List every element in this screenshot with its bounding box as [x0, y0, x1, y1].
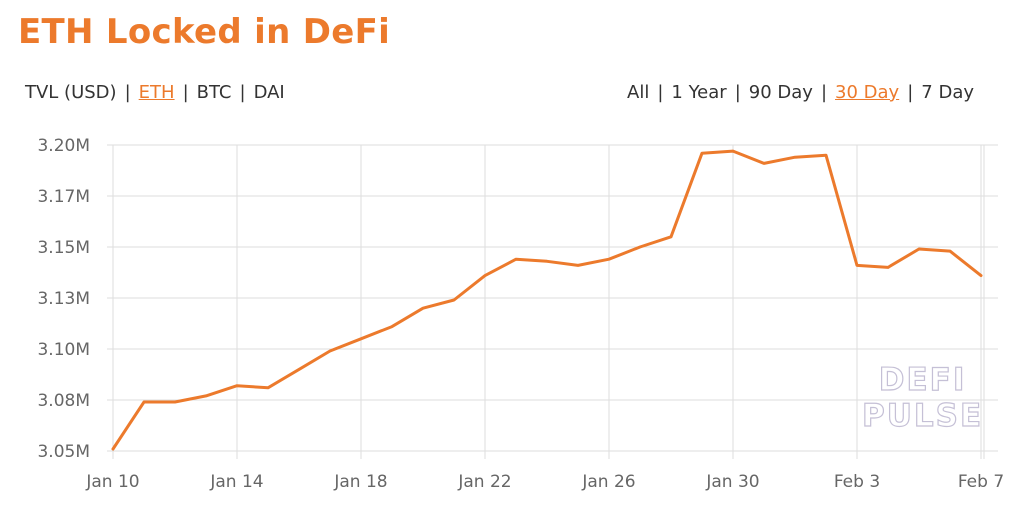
y-axis: 3.05M 3.08M 3.10M 3.13M 3.15M 3.17M 3.20M — [37, 136, 90, 462]
series-lines — [111, 149, 983, 451]
data-point — [421, 307, 425, 310]
y-tick-label: 3.13M — [37, 289, 90, 309]
data-point — [111, 447, 115, 451]
y-tick-label: 3.20M — [37, 136, 90, 156]
range-option-90-day[interactable]: 90 Day — [748, 82, 813, 103]
x-tick-label: Jan 18 — [333, 472, 387, 492]
y-tick-label: 3.17M — [37, 187, 90, 207]
watermark-line-2: PULSE — [861, 397, 984, 434]
data-point — [204, 394, 208, 398]
data-point — [328, 349, 332, 353]
data-point — [297, 368, 301, 371]
separator: | — [820, 82, 828, 103]
separator: | — [657, 82, 664, 103]
unit-option-dai[interactable]: DAI — [253, 82, 285, 103]
y-tick-label: 3.15M — [37, 238, 90, 258]
unit-selector: TVL (USD) | ETH | BTC | DAI — [25, 82, 285, 103]
data-point — [669, 235, 673, 238]
range-option-7-day[interactable]: 7 Day — [921, 82, 974, 103]
x-axis: Jan 10 Jan 14 Jan 18 Jan 22 Jan 26 Jan 30 Feb … — [85, 472, 1004, 492]
data-point — [793, 156, 797, 159]
data-point — [824, 154, 828, 157]
data-point — [948, 249, 952, 253]
defi-pulse-watermark: DEFI PULSE — [861, 361, 984, 434]
separator: | — [124, 82, 131, 103]
unit-option-btc[interactable]: BTC — [196, 82, 232, 103]
y-tick-label: 3.10M — [37, 340, 90, 360]
data-point — [545, 260, 549, 263]
data-point — [390, 325, 394, 328]
data-point — [700, 151, 704, 155]
data-point — [979, 274, 983, 277]
data-point — [638, 245, 642, 249]
y-tick-label: 3.08M — [37, 391, 90, 411]
data-point — [359, 337, 363, 340]
data-point — [607, 258, 611, 261]
chart-grid — [107, 144, 998, 459]
x-tick-label: Jan 10 — [85, 472, 139, 492]
separator: | — [907, 82, 914, 103]
x-tick-label: Jan 26 — [581, 472, 635, 492]
separator: | — [239, 82, 246, 103]
data-point — [762, 162, 766, 165]
data-point — [142, 400, 146, 404]
data-point — [886, 266, 890, 269]
range-option-30-day[interactable]: 30 Day — [835, 82, 900, 103]
data-point — [235, 384, 239, 387]
data-point — [855, 264, 859, 267]
y-tick-label: 3.05M — [37, 442, 90, 462]
range-selector: All | 1 Year | 90 Day | 30 Day | 7 Day — [627, 82, 974, 103]
x-tick-label: Feb 3 — [834, 472, 880, 492]
watermark-line-1: DEFI — [878, 361, 967, 398]
data-point — [917, 247, 921, 251]
data-point — [576, 264, 580, 267]
range-option-1-year[interactable]: 1 Year — [671, 82, 727, 103]
unit-option-tvl-usd[interactable]: TVL (USD) — [25, 82, 117, 103]
x-tick-label: Jan 30 — [705, 472, 759, 492]
separator: | — [734, 82, 741, 103]
page-title: ETH Locked in DeFi — [18, 12, 391, 52]
separator: | — [182, 82, 189, 103]
range-option-all[interactable]: All — [627, 82, 650, 103]
x-tick-label: Jan 22 — [457, 472, 511, 492]
data-point — [452, 298, 456, 302]
unit-option-eth[interactable]: ETH — [138, 82, 175, 103]
data-point — [483, 274, 487, 277]
data-point — [514, 258, 518, 261]
x-tick-label: Jan 14 — [209, 472, 263, 492]
data-point — [173, 400, 177, 404]
data-point — [731, 149, 735, 153]
x-tick-label: Feb 7 — [958, 472, 1004, 492]
data-point — [266, 386, 270, 389]
